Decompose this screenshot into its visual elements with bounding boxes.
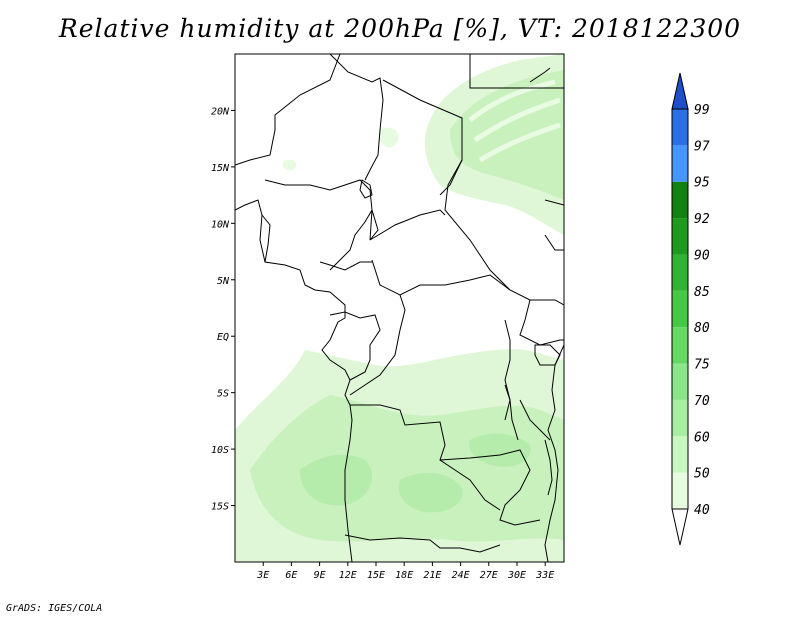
humidity-area-northeast-streak [468, 79, 561, 163]
border-sudan [444, 118, 564, 306]
humidity-area-south-core [300, 433, 531, 513]
border-benin-togo [261, 214, 271, 263]
y-tick-label: 15S [211, 502, 229, 513]
colorbar-label: 85 [694, 285, 710, 300]
x-tick-label: 18E [395, 570, 413, 581]
border-cameroon-south [319, 261, 372, 271]
x-tick-label: 21E [423, 570, 441, 581]
colorbar-box [672, 290, 688, 328]
border-chad-car [369, 209, 446, 241]
colorbar-box [672, 181, 688, 219]
x-tick-label: 24E [452, 570, 470, 581]
colorbar-label: 97 [694, 139, 710, 154]
border-mali-niger [235, 54, 341, 166]
colorbar-label: 40 [694, 503, 710, 518]
border-angola [350, 404, 501, 511]
x-tick-label: 33E [535, 570, 554, 581]
x-tick-label: 15E [367, 570, 385, 581]
colorbar-box [672, 254, 688, 291]
x-tick-label: 3E [256, 570, 269, 581]
border-drc-east [504, 319, 511, 421]
colorbar-box [672, 327, 688, 364]
colorbar-label: 99 [694, 103, 710, 118]
colorbar-box [672, 218, 688, 255]
colorbar-label: 75 [694, 358, 710, 373]
lake-malawi [544, 439, 553, 496]
x-tick-label: 30E [507, 570, 526, 581]
border-cameroon-chad [369, 209, 379, 241]
border-uganda-kenya [519, 299, 564, 346]
coastline-west [235, 199, 353, 562]
x-tick-label: 9E [314, 570, 326, 581]
y-axis: 20N 15N 10N 5N EQ 5S 10S 15S [211, 106, 235, 513]
y-tick-label: 5N [217, 276, 230, 287]
border-niger-nigeria [264, 179, 373, 241]
border-tanzania [519, 399, 551, 441]
colorbar-lower-triangle [671, 508, 689, 546]
border-libya-egypt [469, 54, 564, 89]
border-drc-west [349, 294, 406, 396]
colorbar-upper-triangle [671, 72, 689, 110]
humidity-area-northwest [282, 127, 399, 171]
colorbar: 40 50 60 70 75 80 85 90 92 95 97 99 [671, 72, 710, 546]
colorbar-label: 92 [694, 212, 710, 227]
y-tick-label: 15N [211, 163, 230, 174]
border-nigeria-cameroon [329, 209, 373, 271]
coastline-east [544, 344, 564, 562]
x-axis: 3E 6E 9E 12E 15E 18E 21E 24E 27E 30E 33E [256, 562, 554, 581]
country-borders [235, 54, 564, 562]
border-gabon-congo [329, 311, 381, 381]
border-car-south [371, 259, 511, 296]
colorbar-label: 80 [694, 321, 710, 336]
y-tick-label: 10N [211, 219, 230, 230]
map-frame [234, 53, 565, 563]
lake-tanganyika [504, 384, 519, 441]
border-zambia [439, 449, 541, 526]
colorbar-outline [671, 108, 689, 510]
grads-credit: GrADS: IGES/COLA [6, 603, 103, 614]
humidity-area-northeast-inner [450, 70, 564, 200]
y-tick-label: EQ [217, 332, 229, 343]
x-tick-label: 27E [480, 570, 498, 581]
border-algeria-libya [329, 54, 384, 181]
x-tick-label: 12E [339, 570, 357, 581]
lake-chad [359, 179, 373, 199]
colorbar-box [672, 472, 688, 509]
x-tick-label: 6E [285, 570, 297, 581]
humidity-area-south-inner [250, 395, 564, 542]
border-ethiopia [544, 199, 564, 251]
border-angola-south [344, 534, 501, 553]
colorbar-box [672, 363, 688, 400]
map-title: Relative humidity at 200hPa [%], VT: 201… [58, 14, 742, 43]
colorbar-box [672, 436, 688, 473]
y-tick-label: 5S [217, 389, 229, 400]
colorbar-label: 50 [694, 467, 710, 482]
colorbar-label: 90 [694, 248, 710, 263]
colorbar-box [672, 145, 688, 182]
coast-ethiopia-red-sea [529, 67, 551, 83]
colorbar-box [672, 399, 688, 437]
humidity-shading [235, 54, 564, 562]
y-tick-label: 20N [211, 106, 230, 117]
colorbar-label: 70 [694, 394, 710, 409]
colorbar-label: 60 [694, 430, 710, 445]
colorbar-box [672, 109, 688, 146]
colorbar-label: 95 [694, 176, 710, 191]
y-tick-label: 10S [211, 445, 229, 456]
lake-victoria [534, 344, 561, 366]
